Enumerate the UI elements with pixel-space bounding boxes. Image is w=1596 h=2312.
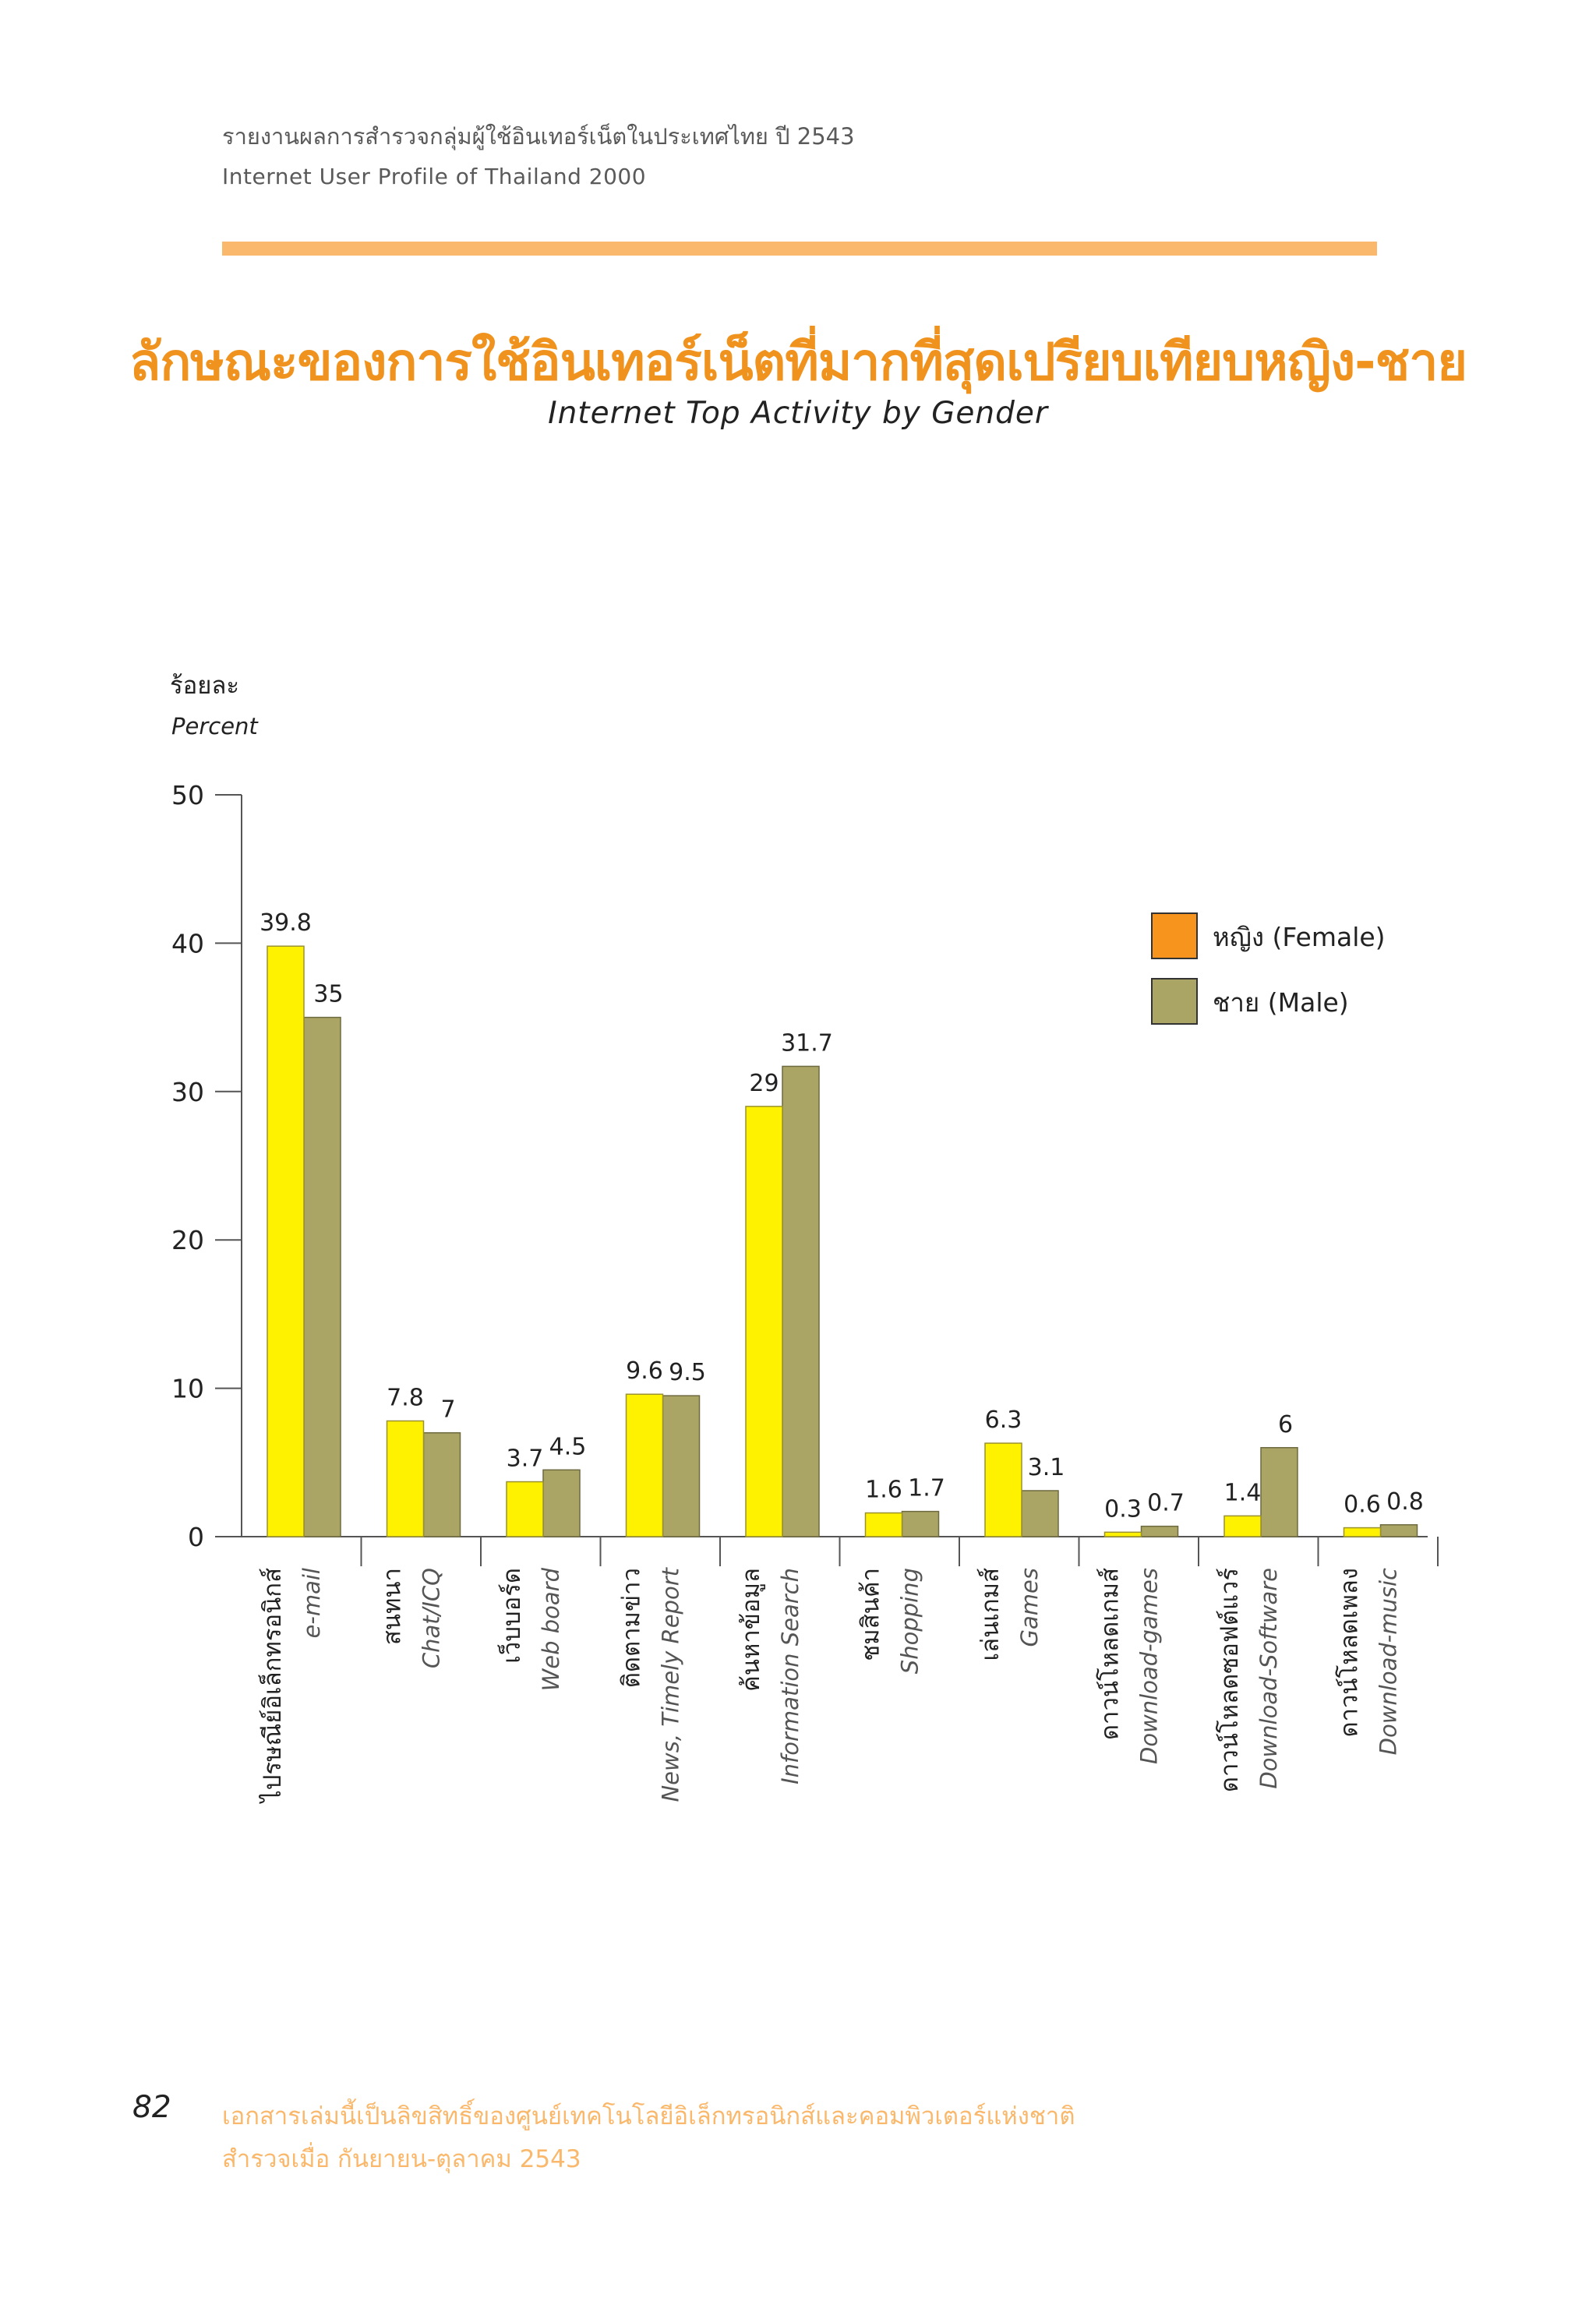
- data-label-female: 6.3: [985, 1407, 1022, 1434]
- bar-male: [1379, 1524, 1418, 1537]
- bar-male: [303, 1016, 341, 1537]
- bar-female: [1103, 1531, 1142, 1537]
- data-label-female: 0.6: [1344, 1491, 1381, 1519]
- x-label-thai: ชมสินค้า: [857, 1568, 885, 1661]
- chart-title: ลักษณะของการใช้อินเทอร์เน็ตที่มากที่สุดเ…: [129, 332, 1467, 392]
- bar-male: [422, 1431, 461, 1537]
- chart-subtitle: Internet Top Activity by Gender: [548, 396, 1048, 431]
- data-label-male: 3.1: [1028, 1454, 1065, 1481]
- x-label-thai: ดาวน์โหลดเพลง: [1336, 1568, 1364, 1738]
- x-label-english: Download-games: [1136, 1568, 1163, 1764]
- bar-female: [267, 945, 305, 1537]
- data-label-female: 29: [749, 1070, 779, 1097]
- legend-label-female: หญิง (Female): [1213, 922, 1386, 952]
- data-label-female: 1.6: [865, 1477, 902, 1504]
- x-label-thai: ไปรษณีย์อิเล็กทรอนิกส์: [258, 1568, 287, 1805]
- data-label-male: 1.7: [908, 1475, 945, 1502]
- bar-female: [1223, 1515, 1262, 1537]
- bar-female: [1343, 1527, 1382, 1537]
- x-label-thai: สนทนา: [379, 1568, 407, 1645]
- data-label-male: 4.5: [549, 1433, 587, 1460]
- bar-female: [506, 1481, 544, 1537]
- header-divider-stripe: [222, 242, 1377, 256]
- data-label-male: 35: [313, 981, 343, 1008]
- data-label-male: 9.5: [669, 1359, 706, 1386]
- y-tick-label: 20: [171, 1225, 204, 1255]
- x-label-thai: ติดตามข่าว: [618, 1568, 646, 1688]
- data-label-female: 39.8: [260, 909, 312, 937]
- x-label-english: Chat/ICQ: [418, 1568, 445, 1668]
- x-label-thai: ดาวน์โหลดซอฟต์แวร์: [1216, 1568, 1244, 1792]
- legend-swatch-female: [1151, 912, 1198, 959]
- data-label-male: 0.7: [1147, 1490, 1185, 1517]
- footer-survey-date: สำรวจเมื่อ กันยายน-ตุลาคม 2543: [222, 2145, 581, 2173]
- y-tick-label: 10: [171, 1374, 204, 1404]
- x-label-thai: ดาวน์โหลดเกมส์: [1096, 1568, 1125, 1740]
- data-label-male: 7: [440, 1396, 455, 1424]
- data-label-female: 1.4: [1224, 1479, 1262, 1506]
- data-label-female: 0.3: [1104, 1495, 1142, 1523]
- y-tick-label: 30: [171, 1077, 204, 1107]
- bar-male: [662, 1395, 701, 1537]
- bar-male: [1021, 1490, 1059, 1537]
- x-label-thai: เล่นเกมส์: [976, 1568, 1005, 1661]
- legend: หญิง (Female) ชาย (Male): [1151, 912, 1386, 1025]
- data-label-female: 7.8: [387, 1384, 424, 1411]
- x-label-english: News, Timely Report: [658, 1566, 684, 1802]
- bar-female: [745, 1106, 783, 1537]
- bar-female: [625, 1393, 664, 1537]
- legend-swatch-male: [1151, 978, 1198, 1025]
- data-label-male: 0.8: [1386, 1488, 1424, 1516]
- bar-male: [901, 1510, 940, 1537]
- bar-male: [1260, 1447, 1298, 1537]
- bar-male: [1140, 1525, 1179, 1537]
- x-label-english: Web board: [538, 1567, 564, 1691]
- x-label-thai: เว็บบอร์ด: [497, 1568, 526, 1664]
- bar-male: [542, 1469, 581, 1537]
- data-label-male: 31.7: [781, 1029, 833, 1057]
- report-header-thai: รายงานผลการสำรวจกลุ่มผู้ใช้อินเทอร์เน็ตใ…: [222, 123, 855, 150]
- x-label-english: Games: [1016, 1568, 1043, 1647]
- report-header-english: Internet User Profile of Thailand 2000: [222, 164, 647, 189]
- y-tick-label: 0: [188, 1522, 204, 1552]
- y-axis-label-thai: ร้อยละ: [170, 672, 239, 700]
- bar-male: [782, 1065, 820, 1537]
- bar-female: [386, 1420, 425, 1537]
- x-label-thai: ค้นหาข้อมูล: [737, 1568, 765, 1692]
- x-label-english: Download-Software: [1255, 1568, 1282, 1789]
- bar-female: [984, 1442, 1022, 1537]
- legend-label-male: ชาย (Male): [1213, 987, 1349, 1018]
- x-axis-labels: ไปรษณีย์อิเล็กทรอนิกส์ e-mail สนทนา Chat/IC…: [258, 1566, 1402, 1804]
- page-number: 82: [132, 2090, 171, 2125]
- x-label-english: Shopping: [897, 1568, 923, 1674]
- y-axis-label-english: Percent: [171, 713, 259, 739]
- y-tick-label: 50: [171, 780, 204, 810]
- data-label-female: 9.6: [626, 1357, 663, 1385]
- footer-copyright: เอกสารเล่มนี้เป็นลิขสิทธิ์ของศูนย์เทคโนโ…: [222, 2102, 1075, 2130]
- x-label-english: Information Search: [777, 1568, 803, 1784]
- bar-female: [864, 1512, 903, 1537]
- x-label-english: Download-music: [1375, 1568, 1402, 1755]
- y-tick-label: 40: [171, 928, 204, 958]
- data-label-male: 6: [1278, 1411, 1293, 1438]
- x-label-english: e-mail: [298, 1568, 325, 1638]
- data-label-female: 3.7: [507, 1445, 544, 1473]
